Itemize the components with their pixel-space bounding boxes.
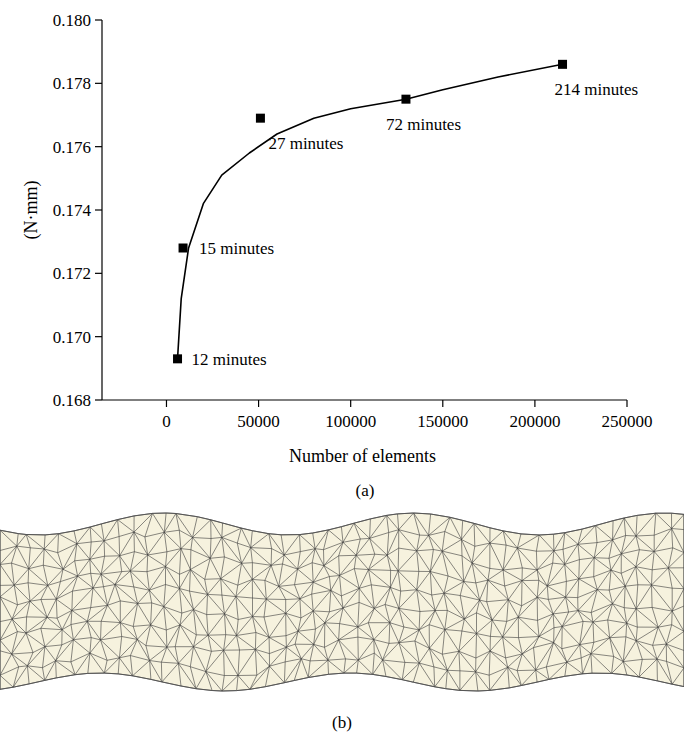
annotation: 27 minutes bbox=[268, 134, 343, 153]
fit-line bbox=[178, 64, 563, 359]
y-tick bbox=[95, 19, 102, 20]
annotation: 12 minutes bbox=[192, 350, 267, 369]
x-tick bbox=[442, 400, 443, 407]
panel-caption: (b) bbox=[332, 713, 352, 732]
annotation: 214 minutes bbox=[555, 80, 639, 99]
x-tick-label: 250000 bbox=[602, 412, 653, 431]
x-tick-label: 150000 bbox=[417, 412, 468, 431]
x-tick bbox=[166, 400, 167, 407]
x-axis bbox=[102, 399, 627, 400]
x-tick bbox=[350, 400, 351, 407]
annotation: 72 minutes bbox=[386, 115, 461, 134]
y-tick bbox=[95, 399, 102, 400]
x-tick-label: 0 bbox=[162, 412, 171, 431]
y-tick bbox=[95, 209, 102, 210]
y-tick-label: 0.178 bbox=[53, 74, 91, 93]
mesh-surface bbox=[0, 513, 684, 691]
mesh bbox=[0, 513, 684, 691]
plot-marks bbox=[173, 60, 567, 364]
x-axis-label: Number of elements bbox=[289, 446, 436, 466]
y-tick bbox=[95, 273, 102, 274]
y-tick-label: 0.168 bbox=[53, 391, 91, 410]
panel-caption: (a) bbox=[356, 481, 375, 500]
x-tick bbox=[534, 400, 535, 407]
y-axis-label: (N·mm) bbox=[21, 181, 42, 240]
y-tick-label: 0.172 bbox=[53, 264, 91, 283]
y-tick-label: 0.174 bbox=[53, 201, 92, 220]
annotation: 15 minutes bbox=[199, 239, 274, 258]
y-tick bbox=[95, 146, 102, 147]
x-tick-label: 50000 bbox=[237, 412, 280, 431]
y-tick-label: 0.176 bbox=[53, 138, 91, 157]
y-tick-label: 0.170 bbox=[53, 328, 91, 347]
y-tick bbox=[95, 336, 102, 337]
x-tick-label: 200000 bbox=[509, 412, 560, 431]
x-tick bbox=[626, 400, 627, 407]
x-tick bbox=[258, 400, 259, 407]
data-point bbox=[179, 244, 188, 253]
y-tick bbox=[95, 83, 102, 84]
figure: 0 50000 100000 150000 200000 250000 0.168 0.170… bbox=[0, 0, 684, 745]
mesh-edges bbox=[0, 513, 684, 691]
x-tick-label: 100000 bbox=[325, 412, 376, 431]
mesh-outline bbox=[0, 513, 684, 691]
y-tick-label: 0.180 bbox=[53, 11, 91, 30]
data-point bbox=[256, 114, 265, 123]
